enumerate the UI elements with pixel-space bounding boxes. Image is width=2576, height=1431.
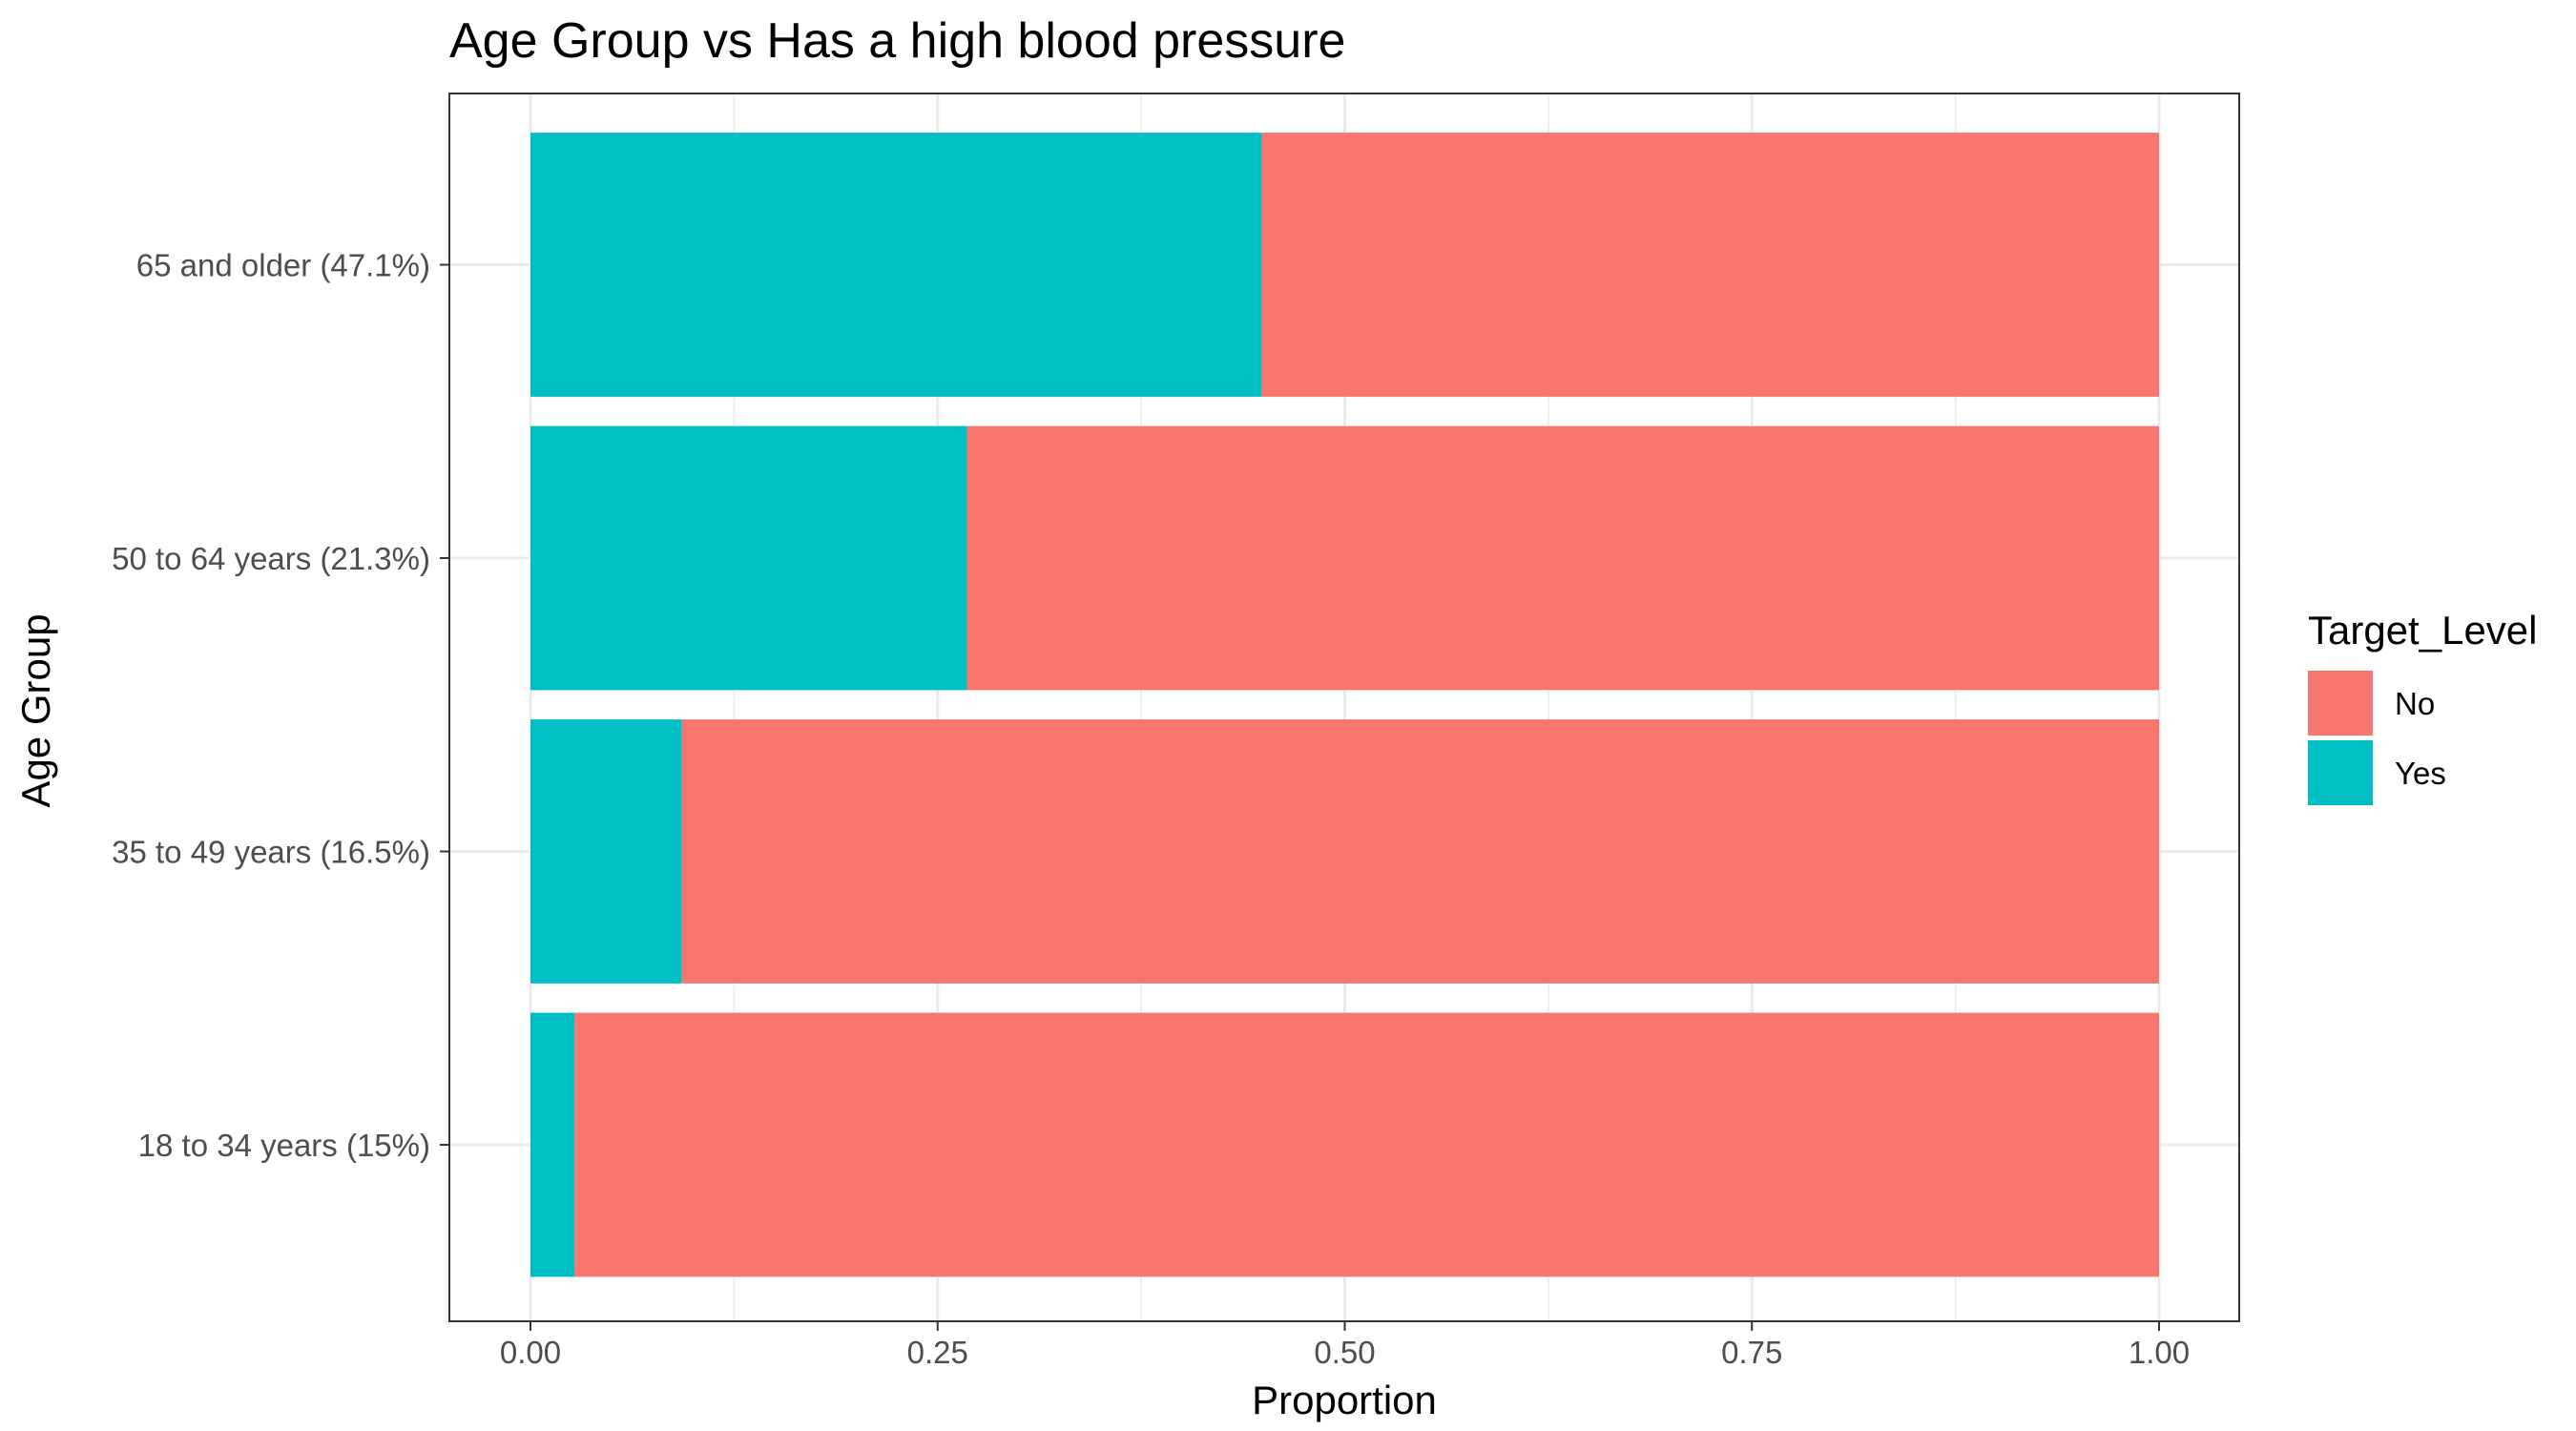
legend-key-no — [2308, 671, 2373, 736]
x-tick-label: 0.00 — [500, 1335, 561, 1370]
x-tick-label: 0.50 — [1314, 1335, 1375, 1370]
bar-no-3 — [1261, 133, 2159, 397]
legend: Target_Level No Yes — [2308, 608, 2538, 805]
bar-no-1 — [681, 719, 2159, 984]
bar-no-2 — [966, 425, 2159, 691]
chart-title: Age Group vs Has a high blood pressure — [449, 13, 1345, 69]
bar-yes-2 — [530, 425, 967, 691]
x-tick-label: 0.25 — [907, 1335, 968, 1370]
legend-label-yes: Yes — [2395, 756, 2446, 791]
x-tick-label: 1.00 — [2129, 1335, 2190, 1370]
bars — [530, 133, 2159, 1277]
bar-yes-3 — [530, 133, 1262, 397]
bar-yes-1 — [530, 719, 682, 984]
bar-yes-0 — [530, 1012, 575, 1277]
legend-key-yes — [2308, 740, 2373, 805]
x-axis-title: Proportion — [1252, 1378, 1437, 1422]
legend-label-no: No — [2395, 686, 2435, 721]
y-axis: 18 to 34 years (15%) 35 to 49 years (16.5… — [112, 248, 449, 1163]
y-axis-title: Age Group — [13, 613, 58, 807]
y-tick-label: 65 and older (47.1%) — [136, 248, 430, 283]
x-axis: 0.00 0.25 0.50 0.75 1.00 — [500, 1321, 2190, 1370]
y-tick-label: 35 to 49 years (16.5%) — [112, 835, 430, 870]
legend-title: Target_Level — [2308, 608, 2538, 653]
bar-no-0 — [574, 1012, 2159, 1277]
y-tick-label: 18 to 34 years (15%) — [138, 1128, 430, 1163]
x-tick-label: 0.75 — [1721, 1335, 1782, 1370]
y-tick-label: 50 to 64 years (21.3%) — [112, 541, 430, 576]
